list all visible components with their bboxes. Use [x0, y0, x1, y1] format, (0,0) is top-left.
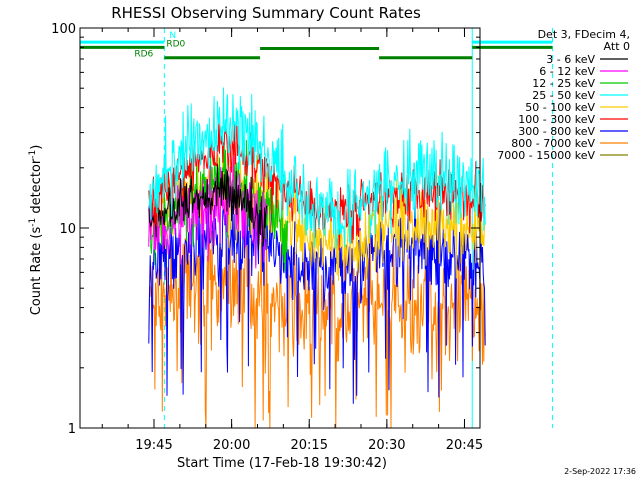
legend-header-line1: Det 3, FDecim 4, [538, 28, 630, 41]
state-bar-label-0: N [169, 31, 176, 41]
legend-header-line2: Att 0 [604, 40, 630, 53]
legend-entry-7: 800 - 7000 keV [511, 137, 595, 150]
y-tick-label-1: 10 [59, 222, 76, 237]
axes: 19:45 20:00 20:15 20:30 20:45 1 10 100 [51, 22, 483, 453]
x-tick-label-0: 19:45 [135, 438, 172, 453]
chart-title: RHESSI Observing Summary Count Rates [111, 4, 421, 22]
y-tick-label-2: 100 [51, 22, 76, 37]
legend-entry-8: 7000 - 15000 keV [497, 149, 595, 162]
series-line-7 [148, 222, 486, 429]
x-tick-label-2: 20:15 [291, 438, 328, 453]
legend-entry-3: 25 - 50 keV [532, 89, 595, 102]
x-axis-label: Start Time (17-Feb-18 19:30:42) [177, 456, 387, 471]
x-tick-label-3: 20:30 [368, 438, 405, 453]
y-tick-label-0: 1 [68, 422, 76, 437]
legend-entry-1: 6 - 12 keV [539, 65, 595, 78]
series-line-0 [148, 163, 268, 250]
state-bar-label-2: RD0 [166, 39, 185, 49]
legend-entry-2: 12 - 25 keV [532, 77, 595, 90]
legend-entry-4: 50 - 100 keV [525, 101, 595, 114]
date-stamp: 2-Sep-2022 17:36 [564, 467, 636, 476]
series-line-5 [148, 122, 486, 251]
y-axis-label: Count Rate (s-1 detector-1) [28, 145, 44, 316]
legend-entry-0: 3 - 6 keV [546, 53, 595, 66]
series-line-3 [148, 87, 486, 250]
legend-entry-5: 100 - 300 keV [518, 113, 595, 126]
x-tick-label-1: 20:00 [213, 438, 250, 453]
data-series-layer [148, 87, 486, 429]
state-bar-label-4: RD6 [134, 50, 153, 60]
x-tick-label-4: 20:45 [446, 438, 483, 453]
legend-entry-6: 300 - 800 keV [518, 125, 595, 138]
